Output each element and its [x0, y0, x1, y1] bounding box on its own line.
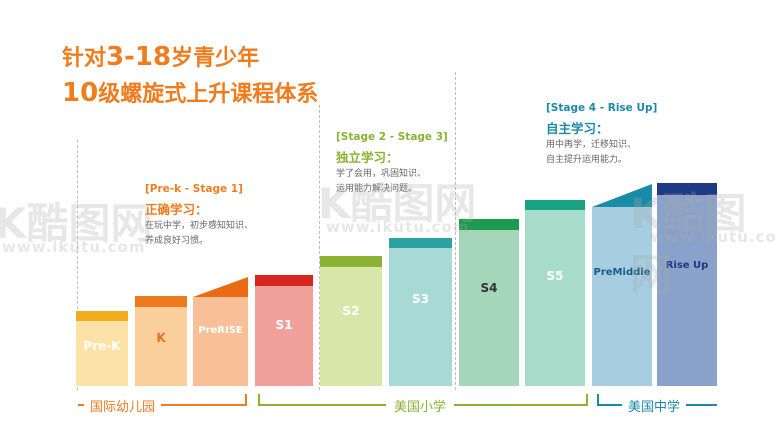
stage-subtitle: 自主学习： [546, 121, 609, 136]
bar-cap-slanted [592, 184, 652, 207]
bar-cap [525, 200, 585, 210]
watermark-url: www.ikutu.com [650, 228, 777, 246]
bar-label: S3 [412, 292, 429, 307]
group-label-kindergarten: 国际幼儿园 [84, 396, 162, 415]
bar-s1 [255, 286, 313, 386]
bar-rise-up [657, 195, 717, 386]
stage-subtitle: 正确学习： [145, 202, 208, 217]
stage-block-3: [Stage 4 - Rise Up] 自主学习： 用中再学，迁移知识、 自主提… [546, 102, 657, 167]
title-line-2: 10级螺旋式上升课程体系 [62, 76, 318, 108]
bar-cap-slanted [193, 277, 248, 297]
stage-desc-line: 自主提升运用能力。 [546, 155, 628, 165]
stage-block-2: [Stage 2 - Stage 3] 独立学习： 学了会用，巩固知识、 运用能… [336, 131, 448, 196]
group-label-middle: 美国中学 [622, 396, 687, 415]
bar-cap [389, 238, 452, 248]
title-level-count: 10 [62, 78, 99, 108]
bar-label: S4 [480, 281, 498, 296]
stage-block-1: [Pre-k - Stage 1] 正确学习： 在玩中学，初步感知知识、 养成良… [145, 183, 253, 248]
bar-cap [657, 183, 717, 195]
stage-header: [Stage 2 - Stage 3] [336, 131, 448, 143]
bar-pre-k [76, 321, 128, 386]
stage-header: [Stage 4 - Rise Up] [546, 102, 658, 114]
bar-cap [135, 296, 187, 307]
title-system: 级螺旋式上升课程体系 [98, 82, 319, 107]
bar-s5 [525, 210, 585, 386]
stage-desc-line: 学了会用，巩固知识、 [336, 169, 427, 179]
bracket-kindergarten [78, 394, 247, 406]
bar-label: S2 [342, 304, 360, 319]
divider-dashed-3 [455, 72, 456, 390]
watermark-logo: K酷图网 [0, 199, 153, 248]
bar-label: Pre-K [83, 339, 121, 353]
bar-cap-shape [592, 184, 652, 207]
bar-k [135, 307, 187, 386]
title-age-range: 3-18 [106, 42, 172, 72]
watermark-logo: K酷图网 [630, 189, 747, 299]
watermark-logo: K酷图网 [318, 179, 477, 228]
stage-header: [Pre-k - Stage 1] [145, 183, 243, 195]
stage-desc-line: 在玩中学，初步感知知识、 [145, 221, 254, 231]
bar-label: PreRISE [198, 324, 243, 336]
bar-cap [76, 311, 128, 321]
stage-desc-line: 养成良好习惯。 [145, 236, 209, 246]
title-line-1: 针对3-18岁青少年 [62, 40, 259, 72]
bar-label: PreMiddle [593, 267, 651, 279]
stage-subtitle: 独立学习： [336, 150, 399, 165]
bar-s3 [389, 248, 452, 386]
bar-label: K [156, 330, 166, 345]
watermark-url: www.ikutu.com [2, 238, 146, 256]
group-label-elementary: 美国小学 [386, 396, 455, 415]
bar-label: S1 [275, 318, 293, 332]
bar-cap-shape [193, 277, 248, 297]
bar-s4 [459, 230, 519, 386]
bar-label: S5 [546, 268, 564, 283]
bar-cap [459, 219, 519, 230]
bar-s2 [320, 267, 382, 386]
stage-desc-line: 运用能力解决问题。 [336, 184, 418, 194]
divider-dashed-1 [77, 140, 78, 390]
bar-premiddle [592, 207, 652, 386]
bar-prerise [193, 297, 248, 386]
divider-dashed-2 [319, 105, 320, 390]
stage-desc-line: 用中再学，迁移知识、 [546, 140, 637, 150]
title-prefix: 针对 [62, 46, 107, 71]
bar-cap [320, 256, 382, 267]
bar-cap [255, 275, 313, 286]
bar-label: Rise Up [665, 259, 709, 271]
title-suffix: 岁青少年 [171, 46, 260, 71]
watermark-url: www.ikutu.com [326, 218, 470, 236]
